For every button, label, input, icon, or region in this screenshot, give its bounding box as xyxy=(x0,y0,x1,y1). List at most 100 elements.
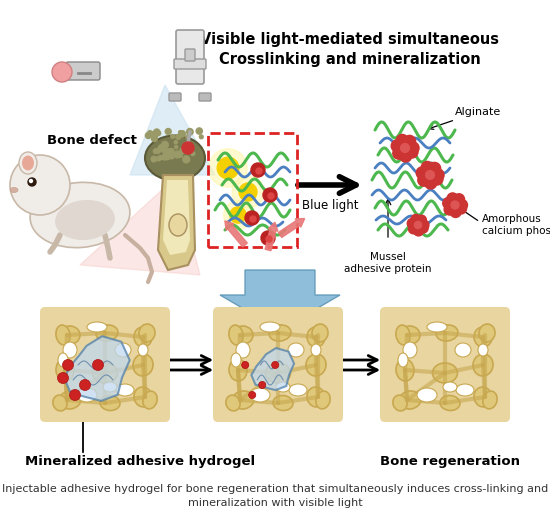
Circle shape xyxy=(394,137,416,159)
Ellipse shape xyxy=(250,388,270,402)
Circle shape xyxy=(58,372,69,384)
Ellipse shape xyxy=(417,388,437,402)
Ellipse shape xyxy=(231,353,241,367)
Ellipse shape xyxy=(473,354,493,376)
Circle shape xyxy=(164,149,170,154)
Ellipse shape xyxy=(145,136,205,180)
Circle shape xyxy=(176,134,181,139)
Ellipse shape xyxy=(432,363,458,383)
Ellipse shape xyxy=(311,344,321,356)
Ellipse shape xyxy=(133,354,153,376)
Ellipse shape xyxy=(456,384,474,396)
Ellipse shape xyxy=(399,391,421,409)
Ellipse shape xyxy=(474,387,492,407)
Circle shape xyxy=(28,178,36,186)
Text: Mussel
adhesive protein: Mussel adhesive protein xyxy=(344,252,432,274)
Circle shape xyxy=(406,146,418,158)
Circle shape xyxy=(154,134,157,138)
Ellipse shape xyxy=(400,326,420,344)
FancyBboxPatch shape xyxy=(199,93,211,101)
Ellipse shape xyxy=(306,354,326,376)
Circle shape xyxy=(425,177,437,189)
Circle shape xyxy=(447,193,458,204)
Circle shape xyxy=(153,149,158,153)
Ellipse shape xyxy=(10,188,18,192)
Ellipse shape xyxy=(474,327,492,347)
Circle shape xyxy=(153,129,160,135)
Ellipse shape xyxy=(134,327,152,347)
Text: Visible light-mediated simultaneous
Crosslinking and mineralization: Visible light-mediated simultaneous Cros… xyxy=(201,32,499,67)
Circle shape xyxy=(419,164,441,186)
Circle shape xyxy=(162,154,167,160)
Ellipse shape xyxy=(139,324,155,342)
Circle shape xyxy=(166,149,172,155)
Ellipse shape xyxy=(100,396,120,410)
Ellipse shape xyxy=(115,343,131,357)
Ellipse shape xyxy=(455,343,471,357)
Ellipse shape xyxy=(260,322,280,332)
Circle shape xyxy=(196,128,202,134)
Ellipse shape xyxy=(236,342,250,358)
Ellipse shape xyxy=(440,396,460,410)
Circle shape xyxy=(268,193,274,199)
FancyBboxPatch shape xyxy=(176,30,204,84)
Ellipse shape xyxy=(288,343,304,357)
Ellipse shape xyxy=(30,183,130,248)
Circle shape xyxy=(230,207,246,223)
Circle shape xyxy=(179,153,182,157)
Circle shape xyxy=(92,359,103,370)
Circle shape xyxy=(393,147,405,159)
Ellipse shape xyxy=(307,387,325,407)
Ellipse shape xyxy=(169,214,187,236)
FancyArrow shape xyxy=(265,222,278,251)
Circle shape xyxy=(426,171,434,179)
Text: Bone regeneration: Bone regeneration xyxy=(380,456,520,469)
Ellipse shape xyxy=(60,326,80,344)
Circle shape xyxy=(456,200,468,211)
Ellipse shape xyxy=(138,344,148,356)
Ellipse shape xyxy=(276,382,290,392)
Ellipse shape xyxy=(229,325,243,345)
Ellipse shape xyxy=(396,359,414,381)
Circle shape xyxy=(454,194,465,205)
Circle shape xyxy=(174,140,177,144)
Text: Blue light: Blue light xyxy=(302,199,358,212)
Circle shape xyxy=(245,211,259,225)
Ellipse shape xyxy=(483,391,497,409)
Circle shape xyxy=(407,142,419,154)
Circle shape xyxy=(182,142,194,154)
Circle shape xyxy=(165,128,171,135)
Ellipse shape xyxy=(233,326,253,344)
Circle shape xyxy=(180,148,183,152)
Ellipse shape xyxy=(22,155,34,171)
Polygon shape xyxy=(251,348,294,390)
FancyBboxPatch shape xyxy=(174,59,206,69)
Circle shape xyxy=(251,163,265,177)
Ellipse shape xyxy=(92,363,118,383)
Ellipse shape xyxy=(307,327,325,347)
Circle shape xyxy=(404,135,416,148)
Circle shape xyxy=(30,179,32,183)
Circle shape xyxy=(396,135,408,147)
Circle shape xyxy=(200,135,203,139)
Circle shape xyxy=(421,161,433,174)
Ellipse shape xyxy=(143,391,157,409)
Ellipse shape xyxy=(266,363,290,383)
Ellipse shape xyxy=(396,325,410,345)
Circle shape xyxy=(409,216,427,234)
Circle shape xyxy=(169,149,174,154)
Circle shape xyxy=(414,222,422,229)
Ellipse shape xyxy=(316,391,330,409)
Circle shape xyxy=(151,136,157,141)
Ellipse shape xyxy=(427,322,447,332)
Circle shape xyxy=(186,135,189,138)
Circle shape xyxy=(450,206,461,217)
Ellipse shape xyxy=(53,395,67,411)
Circle shape xyxy=(158,155,162,160)
Circle shape xyxy=(145,133,151,138)
Circle shape xyxy=(151,157,157,162)
Circle shape xyxy=(266,236,272,242)
Circle shape xyxy=(418,174,430,186)
Circle shape xyxy=(272,361,279,369)
Circle shape xyxy=(241,361,249,369)
